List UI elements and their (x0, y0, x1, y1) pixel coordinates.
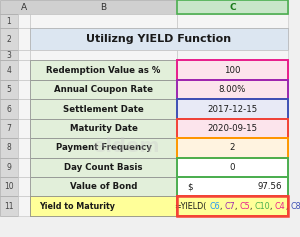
Text: ,: , (220, 202, 222, 211)
Bar (30, 177, 177, 196)
Bar (18, 158, 30, 177)
Text: B: B (100, 3, 106, 12)
Text: 2: 2 (230, 143, 235, 152)
Bar (18, 177, 30, 196)
Text: ,: , (235, 202, 237, 211)
Bar (0, 50, 18, 60)
Bar (18, 14, 30, 28)
Bar (177, 196, 288, 216)
Bar (177, 196, 288, 216)
Text: Annual Coupon Rate: Annual Coupon Rate (54, 85, 153, 94)
Bar (30, 99, 177, 119)
Bar (177, 50, 288, 60)
Text: 5: 5 (7, 85, 11, 94)
Bar (0, 28, 18, 50)
Text: 11: 11 (4, 202, 14, 211)
Bar (30, 28, 288, 50)
Text: 8: 8 (7, 143, 11, 152)
Text: 97.56: 97.56 (258, 182, 283, 191)
Bar (30, 50, 177, 60)
Bar (177, 80, 288, 99)
Text: ,: , (270, 202, 272, 211)
Bar (177, 196, 288, 216)
Bar (0, 80, 18, 99)
Text: C6: C6 (209, 202, 220, 211)
Bar (30, 14, 177, 28)
Bar (177, 119, 288, 138)
Bar (177, 0, 288, 14)
Bar (30, 60, 177, 80)
Bar (177, 158, 288, 177)
Bar (177, 119, 288, 138)
Bar (30, 138, 177, 158)
Text: Yield to Maturity: Yield to Maturity (39, 202, 115, 211)
Text: 2017-12-15: 2017-12-15 (207, 105, 258, 114)
Bar (0, 14, 18, 28)
Text: 3: 3 (7, 51, 11, 59)
Bar (30, 119, 177, 138)
Text: C: C (229, 3, 236, 12)
Text: 2020-09-15: 2020-09-15 (207, 124, 258, 133)
Text: 10: 10 (4, 182, 14, 191)
Bar (0, 60, 18, 80)
Text: 9: 9 (7, 163, 11, 172)
Bar (177, 99, 288, 119)
Bar (177, 138, 288, 158)
Text: 4: 4 (7, 66, 11, 75)
Bar (0, 158, 18, 177)
Text: A: A (21, 3, 27, 12)
Bar (177, 60, 288, 80)
Text: C10: C10 (255, 202, 270, 211)
Bar (0, 138, 18, 158)
Text: 2: 2 (7, 35, 11, 44)
Text: 0: 0 (230, 163, 235, 172)
Text: $: $ (188, 182, 193, 191)
Text: Day Count Basis: Day Count Basis (64, 163, 143, 172)
Text: =YIELD(: =YIELD( (174, 202, 206, 211)
Text: 8.00%: 8.00% (219, 85, 246, 94)
Bar (177, 138, 288, 158)
Bar (0, 99, 18, 119)
Bar (18, 138, 30, 158)
Bar (0, 119, 18, 138)
Text: Value of Bond: Value of Bond (70, 182, 137, 191)
Bar (177, 80, 288, 99)
Text: ,: , (250, 202, 252, 211)
Bar (177, 177, 288, 196)
Bar (30, 158, 177, 177)
Text: ,: , (285, 202, 287, 211)
Bar (18, 50, 30, 60)
Bar (0, 0, 288, 14)
Text: Maturity Date: Maturity Date (70, 124, 137, 133)
Bar (18, 99, 30, 119)
Bar (18, 196, 30, 216)
Text: Redemption Value as %: Redemption Value as % (46, 66, 161, 75)
Bar (18, 60, 30, 80)
Bar (30, 196, 177, 216)
Bar (18, 119, 30, 138)
Bar (177, 60, 288, 80)
Text: Utilizng YIELD Function: Utilizng YIELD Function (86, 34, 232, 44)
Bar (177, 99, 288, 119)
Text: C7: C7 (224, 202, 235, 211)
Text: C4: C4 (275, 202, 286, 211)
Text: 6: 6 (7, 105, 11, 114)
Bar (30, 80, 177, 99)
Text: 7: 7 (7, 124, 11, 133)
Bar (177, 158, 288, 177)
Bar (18, 28, 30, 50)
Text: eldem: eldem (92, 137, 160, 156)
Bar (0, 196, 18, 216)
Text: C8: C8 (290, 202, 300, 211)
Text: Payment Frequency: Payment Frequency (56, 143, 152, 152)
Bar (177, 14, 288, 28)
Bar (0, 177, 18, 196)
Text: 1: 1 (7, 17, 11, 26)
Bar (30, 196, 177, 216)
Bar (177, 177, 288, 196)
Text: 100: 100 (224, 66, 241, 75)
Text: Settlement Date: Settlement Date (63, 105, 144, 114)
Bar (18, 80, 30, 99)
Text: C5: C5 (240, 202, 250, 211)
